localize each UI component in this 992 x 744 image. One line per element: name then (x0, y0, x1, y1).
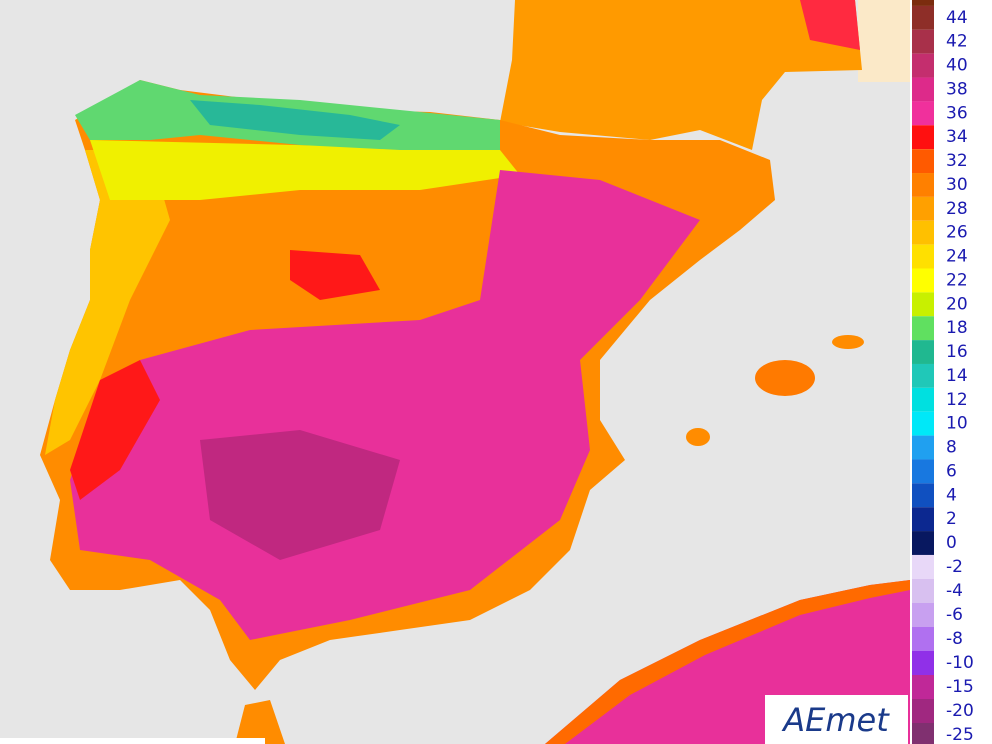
dark-core (200, 430, 400, 560)
legend-label: 30 (946, 175, 968, 195)
legend-label: 34 (946, 127, 968, 147)
info-box (0, 738, 265, 744)
legend-label: -20 (946, 701, 974, 721)
menorca (832, 335, 864, 349)
legend-swatch (912, 387, 934, 412)
north-teal (190, 100, 400, 140)
legend-label: 16 (946, 342, 968, 362)
legend-swatch (912, 507, 934, 532)
legend-label: 46 (946, 0, 968, 4)
legend-swatch (912, 675, 934, 699)
red-band-centre (290, 250, 380, 300)
legend-label: -10 (946, 653, 974, 673)
legend-label: 26 (946, 223, 968, 243)
france-hot (800, 0, 860, 50)
legend-swatch (912, 411, 934, 436)
legend-swatch (912, 483, 934, 508)
legend-swatch (912, 340, 934, 364)
legend-swatch (912, 459, 934, 484)
legend-swatch (912, 699, 934, 723)
legend-swatch (912, 651, 934, 675)
legend-label: 4 (946, 485, 957, 505)
legend-swatch (912, 268, 934, 293)
legend-label: 6 (946, 461, 957, 481)
legend-label: 22 (946, 270, 968, 290)
france-region (500, 0, 862, 150)
legend-label: 40 (946, 56, 968, 76)
legend-swatch (912, 173, 934, 197)
mallorca (755, 360, 815, 396)
legend-swatch (912, 627, 934, 651)
legend-label: 32 (946, 151, 968, 171)
africa-coast (545, 580, 910, 744)
legend-label: 18 (946, 318, 968, 338)
legend-swatch (912, 316, 934, 341)
legend-swatch (912, 723, 934, 744)
legend-label: 14 (946, 366, 968, 386)
land-outside (858, 0, 910, 82)
red-band-west (70, 360, 160, 500)
legend-swatch (912, 220, 934, 245)
legend-swatch (912, 125, 934, 150)
legend-swatch (912, 196, 934, 221)
north-yellow (90, 140, 520, 200)
legend-label: -15 (946, 677, 974, 697)
legend-swatch (912, 53, 934, 78)
legend-label: 28 (946, 199, 968, 219)
legend-label: -25 (946, 725, 974, 744)
legend-label: 2 (946, 509, 957, 529)
legend-label: -2 (946, 557, 963, 577)
legend-label: 12 (946, 390, 968, 410)
legend-swatch (912, 77, 934, 102)
legend-swatch (912, 579, 934, 603)
ibiza (686, 428, 710, 446)
legend-swatch (912, 244, 934, 269)
legend-label: 24 (946, 247, 968, 267)
legend-label: 20 (946, 294, 968, 314)
legend-label: -4 (946, 581, 963, 601)
legend-swatch (912, 555, 934, 579)
logo-box (765, 695, 908, 744)
legend-label: 0 (946, 533, 957, 553)
legend-swatch (912, 603, 934, 627)
legend-label: 36 (946, 103, 968, 123)
legend-swatch (912, 101, 934, 126)
legend-swatch (912, 363, 934, 388)
legend-label: -8 (946, 629, 963, 649)
legend-label: -6 (946, 605, 963, 625)
west-coast-yellow (45, 150, 170, 455)
legend-label: 8 (946, 438, 957, 458)
legend-label: 44 (946, 8, 968, 28)
logo: AEmet (781, 701, 890, 739)
legend-swatch (912, 435, 934, 460)
legend-swatch (912, 531, 934, 555)
legend-swatch (912, 5, 934, 30)
legend-label: 38 (946, 79, 968, 99)
legend-swatch (912, 292, 934, 317)
legend-label: 10 (946, 414, 968, 434)
legend-swatch (912, 29, 934, 54)
ceuta (235, 700, 285, 744)
legend-swatch (912, 149, 934, 174)
legend-label: 42 (946, 32, 968, 52)
legend-swatch (912, 0, 934, 6)
